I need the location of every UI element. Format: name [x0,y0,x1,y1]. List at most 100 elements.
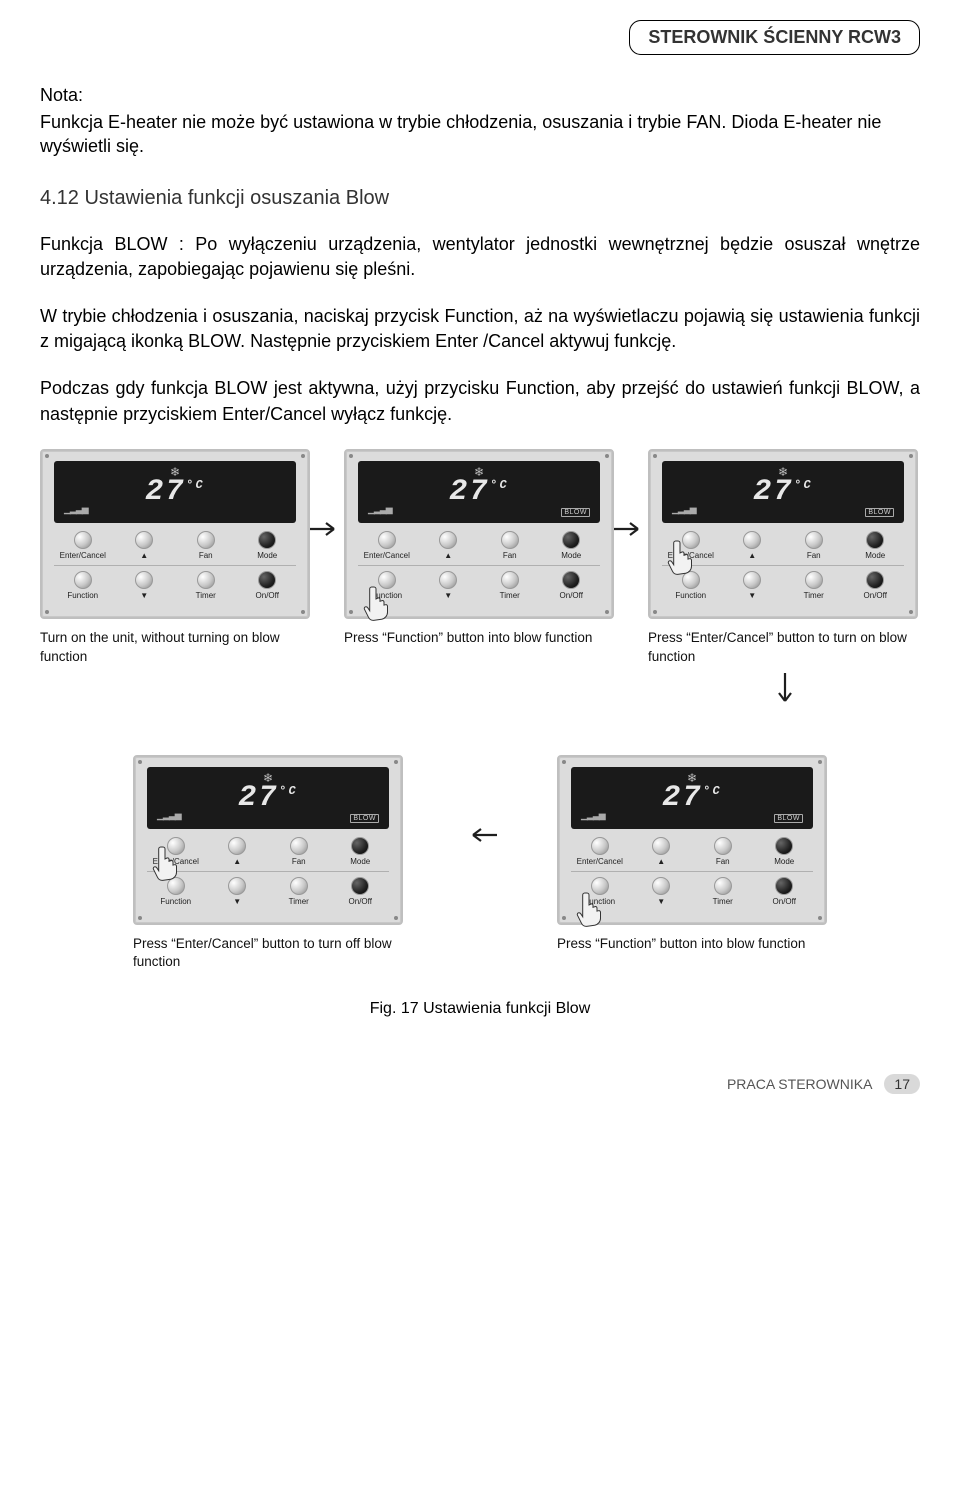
button-label: Mode [865,551,885,560]
snowflake-icon: ❄ [474,465,484,479]
panel-block-3: ❄ ▁▂▃▅ 27°C BLOW Enter/Cancel ▲ Fan [648,449,918,667]
button-label: Enter/Cancel [577,857,623,866]
button-label: Timer [713,897,733,906]
--button[interactable] [652,877,670,895]
controller-panel: ❄ ▁▂▃▅ 27°C BLOW Enter/Cancel ▲ Fan [344,449,614,619]
lcd-temperature: 27°C [449,475,508,509]
arrow-right-icon [614,519,648,539]
button-label: ▲ [233,857,241,866]
mode-button[interactable] [351,837,369,855]
fan-button[interactable] [805,531,823,549]
button-label: Function [67,591,98,600]
button-label: Function [584,897,615,906]
function-button[interactable] [167,877,185,895]
lcd-display: ❄ ▁▂▃▅ 27°C BLOW [147,767,389,829]
button-label: ▲ [444,551,452,560]
fan-bars-icon: ▁▂▃▅ [672,504,696,515]
header-tab: STEROWNIK ŚCIENNY RCW3 [629,20,920,55]
timer-button[interactable] [805,571,823,589]
button-label: Mode [561,551,581,560]
fan-bars-icon: ▁▂▃▅ [581,810,605,821]
--button[interactable] [439,571,457,589]
button-label: Timer [500,591,520,600]
panel-block-4: ❄ ▁▂▃▅ 27°C BLOW Enter/Cancel ▲ Fan [133,755,403,973]
page-number: 17 [884,1074,920,1094]
timer-button[interactable] [501,571,519,589]
on-off-button[interactable] [258,571,276,589]
button-label: Fan [716,857,730,866]
arrow-right-icon [310,519,344,539]
fan-button[interactable] [290,837,308,855]
fan-button[interactable] [714,837,732,855]
lcd-temperature: 27°C [238,781,297,815]
on-off-button[interactable] [866,571,884,589]
lcd-display: ❄ ▁▂▃▅ 27°C BLOW [662,461,904,523]
button-label: Fan [199,551,213,560]
button-label: On/Off [560,591,583,600]
fan-button[interactable] [197,531,215,549]
snowflake-icon: ❄ [263,771,273,785]
--button[interactable] [135,531,153,549]
--button[interactable] [135,571,153,589]
enter-cancel-button[interactable] [682,531,700,549]
on-off-button[interactable] [351,877,369,895]
timer-button[interactable] [197,571,215,589]
fan-bars-icon: ▁▂▃▅ [157,810,181,821]
lcd-temperature: 27°C [662,781,721,815]
lcd-temperature: 27°C [145,475,204,509]
mode-button[interactable] [562,531,580,549]
nota-label: Nota: [40,85,920,106]
button-label: ▲ [140,551,148,560]
mode-button[interactable] [258,531,276,549]
button-label: On/Off [256,591,279,600]
figure-caption: Fig. 17 Ustawienia funkcji Blow [40,1000,920,1018]
--button[interactable] [652,837,670,855]
panel-caption-4: Press “Enter/Cancel” button to turn off … [133,935,403,973]
enter-cancel-button[interactable] [167,837,185,855]
timer-button[interactable] [714,877,732,895]
timer-button[interactable] [290,877,308,895]
panel-block-2: ❄ ▁▂▃▅ 27°C BLOW Enter/Cancel ▲ Fan [344,449,614,648]
panel-caption-5: Press “Function” button into blow functi… [557,935,827,954]
button-label: Function [675,591,706,600]
panel-caption-2: Press “Function” button into blow functi… [344,629,614,648]
function-button[interactable] [74,571,92,589]
function-button[interactable] [682,571,700,589]
button-label: Timer [196,591,216,600]
enter-cancel-button[interactable] [74,531,92,549]
--button[interactable] [743,531,761,549]
diagram-area: ❄ ▁▂▃▅ 27°C Enter/Cancel ▲ Fan [40,449,920,1019]
on-off-button[interactable] [562,571,580,589]
blow-indicator: BLOW [561,508,590,517]
--button[interactable] [228,837,246,855]
snowflake-icon: ❄ [170,465,180,479]
button-label: ▲ [657,857,665,866]
mode-button[interactable] [775,837,793,855]
mode-button[interactable] [866,531,884,549]
nota-text: Funkcja E-heater nie może być ustawiona … [40,110,920,159]
paragraph-3: Podczas gdy funkcja BLOW jest aktywna, u… [40,376,920,426]
button-label: Enter/Cancel [668,551,714,560]
--button[interactable] [743,571,761,589]
panel-caption-1: Turn on the unit, without turning on blo… [40,629,310,667]
fan-button[interactable] [501,531,519,549]
snowflake-icon: ❄ [778,465,788,479]
function-button[interactable] [591,877,609,895]
controller-panel: ❄ ▁▂▃▅ 27°C BLOW Enter/Cancel ▲ Fan [133,755,403,925]
button-label: Mode [350,857,370,866]
enter-cancel-button[interactable] [378,531,396,549]
footer-section-label: PRACA STEROWNIKA [727,1076,872,1092]
panel-block-1: ❄ ▁▂▃▅ 27°C Enter/Cancel ▲ Fan [40,449,310,667]
button-label: Enter/Cancel [364,551,410,560]
controller-panel: ❄ ▁▂▃▅ 27°C BLOW Enter/Cancel ▲ Fan [557,755,827,925]
--button[interactable] [228,877,246,895]
function-button[interactable] [378,571,396,589]
button-label: Enter/Cancel [153,857,199,866]
fan-bars-icon: ▁▂▃▅ [368,504,392,515]
--button[interactable] [439,531,457,549]
enter-cancel-button[interactable] [591,837,609,855]
arrow-left-icon [463,825,497,845]
on-off-button[interactable] [775,877,793,895]
button-label: Mode [774,857,794,866]
button-label: Fan [807,551,821,560]
